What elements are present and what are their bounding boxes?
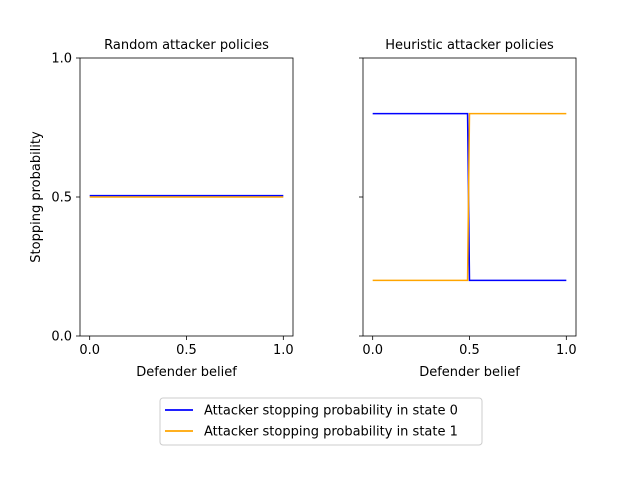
chart-title: Random attacker policies xyxy=(104,38,269,53)
plot-frame xyxy=(362,57,577,337)
x-axis-label: Defender belief xyxy=(136,365,237,380)
x-tick-label: 0.0 xyxy=(362,343,383,358)
legend-label: Attacker stopping probability in state 0 xyxy=(204,404,458,419)
legend: Attacker stopping probability in state 0… xyxy=(159,397,483,446)
legend-entry-state-0: Attacker stopping probability in state 0 xyxy=(165,404,458,419)
chart-panel-1: Random attacker policies 0.0 0.5 1.0 0.0 0.5 1… xyxy=(51,38,293,380)
y-tick-label: 0.0 xyxy=(51,330,72,345)
x-tick-label: 0.5 xyxy=(176,343,197,358)
chart-panel-2: Heuristic attacker policies 0.0 0.5 1.0 Defe… xyxy=(359,38,577,380)
y-axis-label: Stopping probability xyxy=(29,131,44,263)
x-tick-label: 0.0 xyxy=(79,343,100,358)
chart-title: Heuristic attacker policies xyxy=(385,38,554,53)
x-tick-label: 1.0 xyxy=(556,343,577,358)
x-axis-label: Defender belief xyxy=(419,365,520,380)
x-tick-label: 0.5 xyxy=(459,343,480,358)
y-tick-label: 0.5 xyxy=(51,191,72,206)
legend-entry-state-1: Attacker stopping probability in state 1 xyxy=(165,425,458,440)
y-tick-label: 1.0 xyxy=(51,52,72,67)
chart-panels: Random attacker policies 0.0 0.5 1.0 0.0 0.5 1… xyxy=(51,38,576,380)
x-tick-label: 1.0 xyxy=(273,343,294,358)
legend-box xyxy=(159,397,483,446)
legend-label: Attacker stopping probability in state 1 xyxy=(204,425,458,440)
series-line-state-1 xyxy=(372,112,567,282)
